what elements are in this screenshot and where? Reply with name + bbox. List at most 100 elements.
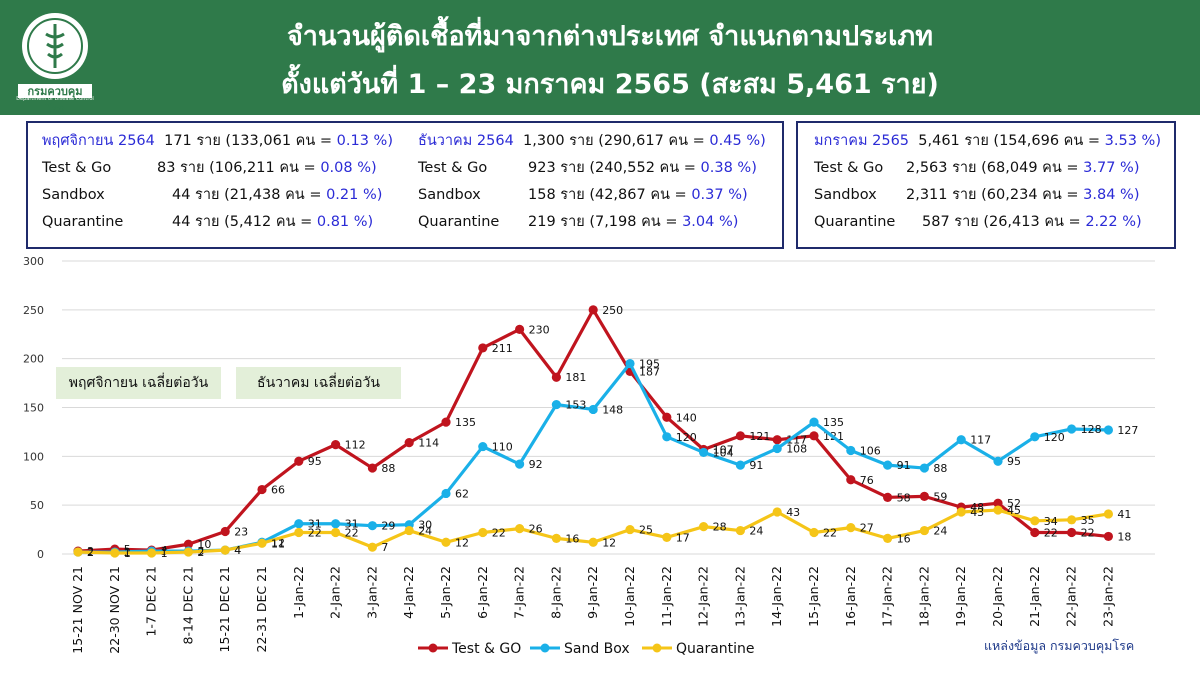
data-label: 110 — [492, 441, 513, 454]
data-point — [772, 435, 782, 445]
x-tick-label: 4-Jan-22 — [401, 566, 416, 619]
data-label: 211 — [492, 342, 513, 355]
series-test-go: 3 5 4 1023669511288114135211230181250187140… — [73, 304, 1131, 558]
data-label: 112 — [345, 439, 366, 452]
data-label: 2 — [124, 546, 131, 559]
data-label: 148 — [602, 403, 623, 416]
data-point — [588, 305, 598, 315]
data-label: 23 — [234, 526, 248, 539]
data-label: 135 — [823, 416, 844, 429]
data-label: 2 — [87, 546, 94, 559]
y-tick-label: 150 — [23, 402, 44, 415]
data-label: 12 — [602, 536, 616, 549]
nov-quarantine-row: Quarantine 44 ราย (5,412 คน = 0.81 %) — [42, 214, 374, 230]
dec-average-label: ธันวาคม เฉลี่ยต่อวัน — [236, 367, 401, 399]
data-point — [1103, 425, 1113, 435]
y-tick-label: 200 — [23, 353, 44, 366]
data-source: แหล่งข้อมูล กรมควบคุมโรค — [984, 638, 1135, 653]
data-point — [662, 412, 672, 422]
data-point — [625, 358, 635, 369]
x-tick-label: 2-Jan-22 — [328, 566, 343, 619]
data-point — [919, 463, 930, 473]
logo-subtext: Department of Disease Control — [16, 96, 94, 102]
x-tick-label: 22-30 NOV 21 — [107, 566, 122, 654]
data-label: 95 — [308, 455, 322, 468]
data-point — [809, 431, 819, 441]
dec-total-row: ธันวาคม 2564 1,300 ราย (290,617 คน = 0.4… — [418, 133, 766, 149]
data-point — [662, 432, 672, 442]
data-label: 135 — [455, 416, 476, 429]
data-point — [515, 459, 525, 469]
x-tick-label: 23-Jan-22 — [1100, 566, 1115, 627]
data-point — [478, 527, 488, 538]
data-label: 10 — [197, 538, 211, 551]
data-label: 4 — [234, 544, 241, 557]
data-label: 3 — [87, 545, 94, 558]
data-label: 120 — [1044, 431, 1065, 444]
data-point — [73, 547, 83, 557]
x-tick-label: 15-Jan-22 — [806, 566, 821, 627]
data-label: 24 — [749, 525, 763, 538]
data-label: 91 — [897, 459, 911, 472]
legend: Test & GO Sand Box Quarantine — [418, 641, 755, 657]
x-tick-label: 1-Jan-22 — [291, 566, 306, 619]
data-point — [551, 533, 562, 543]
data-point — [846, 475, 856, 485]
summary-box-nov-dec: พฤศจิกายน 2564 171 ราย (133,061 คน = 0.1… — [26, 121, 784, 249]
data-point — [699, 444, 709, 455]
data-point — [147, 546, 157, 556]
data-point — [404, 520, 414, 530]
jan-testgo-row: Test & Go 2,563 ราย (68,049 คน = 3.77 %) — [814, 160, 1140, 176]
data-point — [993, 498, 1003, 508]
data-point — [1103, 531, 1113, 542]
data-point — [846, 523, 856, 533]
data-point — [183, 539, 193, 549]
data-label: 22 — [345, 527, 359, 540]
data-label: 140 — [676, 411, 697, 424]
data-label: 107 — [713, 443, 734, 456]
data-label: 230 — [529, 323, 550, 336]
data-point — [735, 525, 746, 536]
data-label: 17 — [676, 531, 690, 544]
data-point — [699, 447, 709, 458]
data-point — [294, 527, 304, 538]
page-title: จำนวนผู้ติดเชื้อที่มาจากต่างประเทศ จำแนก… — [286, 21, 934, 52]
data-label: 1 — [124, 547, 131, 560]
x-tick-label: 18-Jan-22 — [916, 566, 931, 627]
data-label: 195 — [639, 358, 660, 371]
data-label: 76 — [860, 474, 874, 487]
data-label: 2 — [87, 546, 94, 559]
data-point — [367, 521, 377, 531]
data-point — [404, 438, 414, 448]
data-point — [110, 547, 120, 557]
jan-sandbox-row: Sandbox 2,311 ราย (60,234 คน = 3.84 %) — [814, 187, 1140, 203]
data-label: 250 — [602, 304, 623, 317]
data-point — [772, 507, 782, 517]
data-label: 121 — [823, 430, 844, 443]
series-line — [77, 308, 1109, 553]
data-point — [625, 524, 635, 535]
data-label: 7 — [381, 541, 388, 554]
x-tick-label: 12-Jan-22 — [696, 566, 711, 627]
data-label: 12 — [455, 536, 469, 549]
data-point — [441, 537, 451, 547]
data-point — [257, 484, 267, 495]
data-label: 31 — [308, 518, 322, 531]
data-label: 88 — [933, 462, 947, 475]
data-label: 92 — [529, 458, 543, 471]
data-point — [294, 456, 304, 466]
dec-quarantine-row: Quarantine 219 ราย (7,198 คน = 3.04 %) — [418, 214, 739, 230]
data-point — [809, 527, 819, 538]
x-tick-label: 13-Jan-22 — [732, 566, 747, 627]
page-subtitle: ตั้งแต่วันที่ 1 – 23 มกราคม 2565 (สะสม 5… — [281, 69, 939, 100]
data-point — [220, 545, 230, 555]
data-point — [699, 522, 709, 532]
data-point — [846, 445, 856, 456]
data-point — [110, 544, 120, 554]
legend-swatch-dot — [652, 643, 662, 653]
data-label: 187 — [639, 365, 660, 378]
x-tick-label: 9-Jan-22 — [585, 566, 600, 619]
x-tick-label: 20-Jan-22 — [990, 566, 1005, 627]
data-point — [735, 431, 746, 441]
